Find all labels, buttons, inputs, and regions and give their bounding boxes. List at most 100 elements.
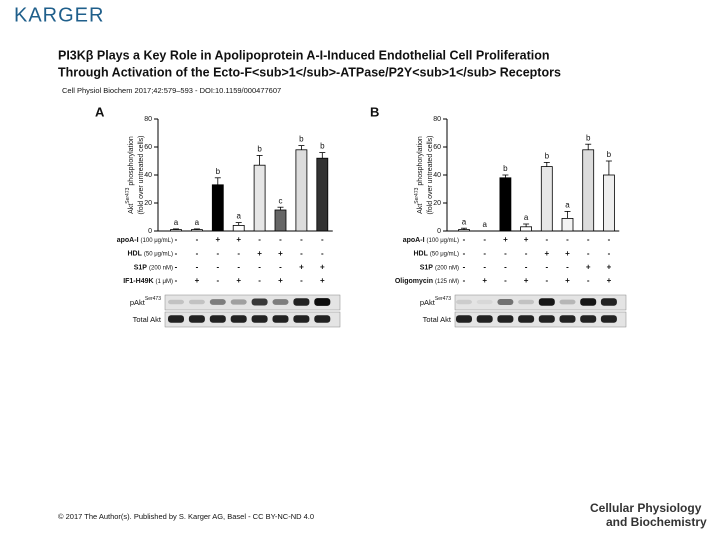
treatment-sign: - <box>258 263 261 272</box>
y-tick-label: 40 <box>144 172 152 179</box>
treatment-dose: (200 nM) <box>435 265 459 271</box>
treatment-sign: - <box>483 263 486 272</box>
significance-letter: a <box>524 213 529 222</box>
treatment-name: apoA-I <box>117 237 139 244</box>
treatment-sign: + <box>236 235 241 244</box>
treatment-sign: - <box>545 235 548 244</box>
treatment-sign: - <box>566 263 569 272</box>
treatment-sign: + <box>278 276 283 285</box>
significance-letter: b <box>503 164 508 173</box>
significance-letter: b <box>545 152 550 161</box>
significance-letter: a <box>462 217 467 226</box>
blot-band <box>272 299 289 305</box>
blot-band <box>209 299 226 305</box>
treatment-sign: + <box>257 249 262 258</box>
treatment-dose: (200 nM) <box>149 265 173 271</box>
y-tick-label: 0 <box>148 228 152 235</box>
treatment-sign: - <box>525 249 528 258</box>
y-axis-label-text: phosphorylation <box>417 136 424 186</box>
bar <box>540 166 553 232</box>
treatment-sign: - <box>587 235 590 244</box>
y-axis-label-superscript: Ser473 <box>414 187 420 203</box>
blot-band <box>188 315 205 323</box>
treatment-sign: - <box>300 235 303 244</box>
treatment-sign: - <box>463 249 466 258</box>
bar <box>499 177 512 232</box>
treatment-name: apoA-I <box>403 237 425 244</box>
blot-band <box>580 298 597 306</box>
treatment-sign: - <box>237 249 240 258</box>
treatment-name: HDL <box>413 251 428 258</box>
copyright: © 2017 The Author(s). Published by S. Ka… <box>58 512 314 521</box>
citation: Cell Physiol Biochem 2017;42:579–593 - D… <box>62 86 281 95</box>
significance-letter: c <box>279 196 283 205</box>
bar <box>520 226 532 232</box>
journal-logo: Cellular Physiology <box>590 501 702 515</box>
treatment-sign: + <box>524 276 529 285</box>
treatment-name: Oligomycin <box>395 278 433 285</box>
treatment-label: HDL (50 μg/mL) <box>413 251 459 258</box>
blot-band <box>293 315 310 323</box>
treatment-sign: - <box>216 249 219 258</box>
treatment-name: IF1-H49K <box>123 278 153 285</box>
treatment-label: HDL (50 μg/mL) <box>127 251 173 258</box>
blot-band <box>518 299 535 305</box>
treatment-dose: (100 μg/mL) <box>141 238 173 244</box>
y-tick-label: 20 <box>144 200 152 207</box>
y-axis-label-name: Akt <box>128 204 135 214</box>
blot-band <box>559 315 576 323</box>
y-tick-label: 80 <box>144 116 152 123</box>
blot-name: pAkt <box>130 298 146 307</box>
title-line: PI3Kβ Plays a Key Role in Apolipoprotein… <box>58 48 550 62</box>
y-tick-label: 0 <box>437 228 441 235</box>
treatment-sign: - <box>196 235 199 244</box>
treatment-sign: - <box>608 235 611 244</box>
panel-letter: A <box>95 104 105 119</box>
treatment-sign: - <box>279 263 282 272</box>
blot-band <box>251 315 268 323</box>
blot-label: pAktSer473 <box>130 296 161 307</box>
treatment-sign: - <box>175 276 178 285</box>
bar <box>274 209 287 232</box>
blot-band <box>476 315 493 323</box>
treatment-dose: (125 nM) <box>435 279 459 285</box>
blot-band <box>230 315 247 323</box>
y-axis-label-text: phosphorylation <box>128 136 135 186</box>
significance-letter: b <box>607 150 612 159</box>
treatment-sign: - <box>258 276 261 285</box>
treatment-sign: - <box>587 249 590 258</box>
blot-band <box>476 299 493 305</box>
bar <box>190 229 203 232</box>
treatment-label: IF1-H49K (1 μM) <box>123 278 173 285</box>
bar <box>561 217 574 232</box>
treatment-sign: - <box>463 276 466 285</box>
treatment-sign: - <box>279 235 282 244</box>
treatment-sign: + <box>565 249 570 258</box>
treatment-sign: - <box>321 235 324 244</box>
treatment-dose: (1 μM) <box>156 279 173 285</box>
treatment-sign: - <box>300 276 303 285</box>
treatment-sign: - <box>463 235 466 244</box>
bar <box>211 184 224 232</box>
y-axis-label: AktSer473phosphorylation <box>125 136 135 214</box>
bar <box>582 149 595 232</box>
treatment-sign: - <box>483 235 486 244</box>
y-tick-label: 20 <box>433 200 441 207</box>
treatment-sign: + <box>482 276 487 285</box>
treatment-sign: + <box>544 249 549 258</box>
blot-band <box>209 315 226 323</box>
treatment-sign: - <box>504 263 507 272</box>
blot-band <box>559 299 576 305</box>
treatment-sign: + <box>607 276 612 285</box>
publisher-logo: KARGER <box>14 4 104 26</box>
blot-band <box>580 315 597 323</box>
treatment-name: S1P <box>420 264 434 271</box>
blot-band <box>456 315 472 323</box>
treatment-sign: + <box>320 276 325 285</box>
significance-letter: a <box>195 218 200 227</box>
treatment-label: apoA-I (100 μg/mL) <box>403 237 459 244</box>
treatment-dose: (100 μg/mL) <box>427 238 459 244</box>
y-axis-label: AktSer473phosphorylation <box>414 136 424 214</box>
treatment-dose: (50 μg/mL) <box>144 251 173 257</box>
treatment-sign: - <box>237 263 240 272</box>
